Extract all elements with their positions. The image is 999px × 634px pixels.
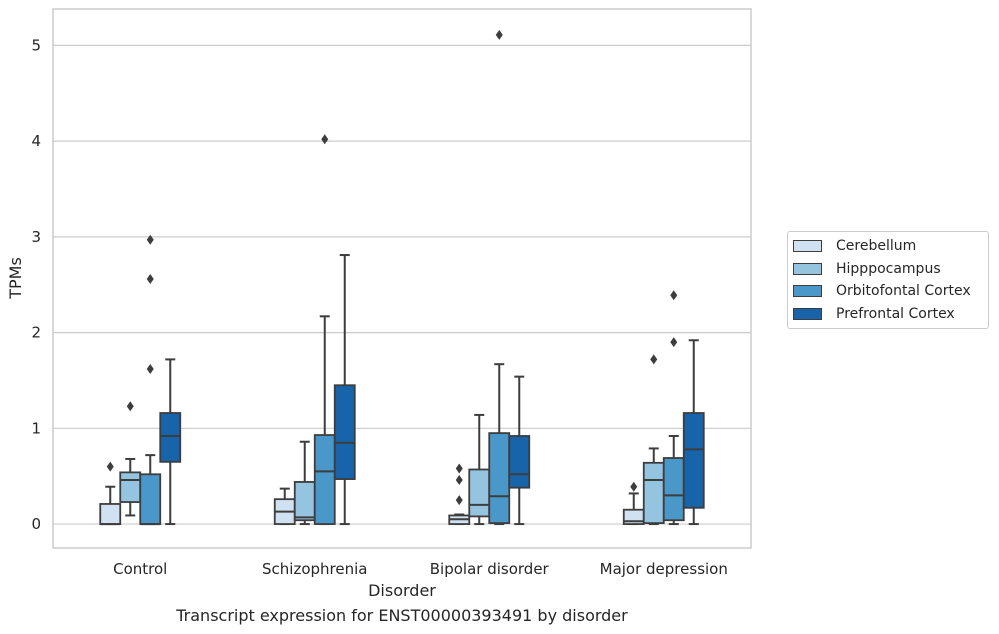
y-tick-label: 4	[31, 132, 41, 150]
box-group	[448, 463, 471, 526]
legend-item: Hipppocampus	[788, 258, 988, 281]
legend-item: Cerebellum	[788, 235, 988, 258]
box-group	[273, 487, 296, 526]
chart-caption: Transcript expression for ENST0000039349…	[176, 606, 628, 625]
box	[119, 471, 142, 503]
box-group	[508, 375, 531, 526]
x-tick-label: Control	[113, 560, 167, 578]
box	[468, 468, 491, 518]
box	[662, 457, 685, 522]
legend-swatch	[793, 307, 822, 320]
outlier-point	[455, 495, 463, 506]
y-tick-label: 0	[31, 515, 41, 533]
y-tick-label: 3	[31, 228, 41, 246]
box-group	[159, 358, 182, 526]
outlier-point	[495, 29, 503, 40]
outlier-point	[670, 337, 678, 348]
grid-layer	[53, 44, 751, 525]
box-group	[468, 413, 491, 526]
outlier-point	[146, 234, 154, 245]
box	[682, 412, 705, 509]
box	[99, 503, 122, 525]
box-group	[99, 461, 122, 526]
y-tick-label: 1	[31, 419, 41, 437]
box	[642, 461, 665, 525]
outlier-point	[670, 290, 678, 301]
box	[488, 432, 511, 525]
legend-item: Orbitofontal Cortex	[788, 280, 988, 303]
outlier-point	[650, 354, 658, 365]
y-tick-label: 5	[31, 36, 41, 54]
y-axis-label: TPMs	[6, 257, 25, 300]
outlier-point	[455, 463, 463, 474]
box-group	[488, 29, 511, 526]
legend-label: Hipppocampus	[836, 260, 941, 277]
outlier-point	[146, 363, 154, 374]
box-group	[642, 354, 665, 526]
x-tick-label: Bipolar disorder	[430, 560, 550, 578]
outlier-point	[630, 481, 638, 492]
box-group	[662, 290, 685, 526]
box-group	[293, 440, 316, 526]
box-group	[682, 339, 705, 526]
outlier-point	[321, 134, 329, 145]
legend: Cerebellum Hipppocampus Orbitofontal Corte…	[787, 231, 989, 329]
x-tick-labels: Control Schizophrenia Bipolar disorder Majo…	[113, 560, 728, 578]
box	[159, 412, 182, 463]
y-tick-labels: 0 1 2 3 4 5	[31, 36, 41, 533]
outlier-point	[146, 273, 154, 284]
legend-item: Prefrontal Cortex	[788, 303, 988, 326]
x-tick-label: Schizophrenia	[262, 560, 367, 578]
legend-label: Orbitofontal Cortex	[836, 283, 971, 300]
legend-swatch	[793, 285, 822, 298]
legend-swatch	[793, 262, 822, 275]
box	[508, 435, 531, 489]
y-tick-label: 2	[31, 324, 41, 342]
box	[333, 384, 356, 480]
box	[139, 473, 162, 525]
box-group	[139, 234, 162, 526]
box	[293, 481, 316, 522]
box-layer	[99, 29, 705, 526]
box-group	[313, 134, 336, 526]
box-group	[622, 481, 645, 526]
box-group	[119, 401, 142, 517]
legend-label: Prefrontal Cortex	[836, 305, 955, 322]
x-axis-label: Disorder	[368, 581, 436, 600]
outlier-point	[106, 461, 114, 472]
outlier-point	[126, 401, 134, 412]
box-group	[333, 254, 356, 526]
x-tick-label: Major depression	[600, 560, 728, 578]
plot-frame	[52, 8, 752, 549]
legend-label: Cerebellum	[836, 238, 917, 255]
box	[313, 434, 336, 525]
outlier-point	[455, 475, 463, 486]
legend-swatch	[793, 240, 822, 253]
